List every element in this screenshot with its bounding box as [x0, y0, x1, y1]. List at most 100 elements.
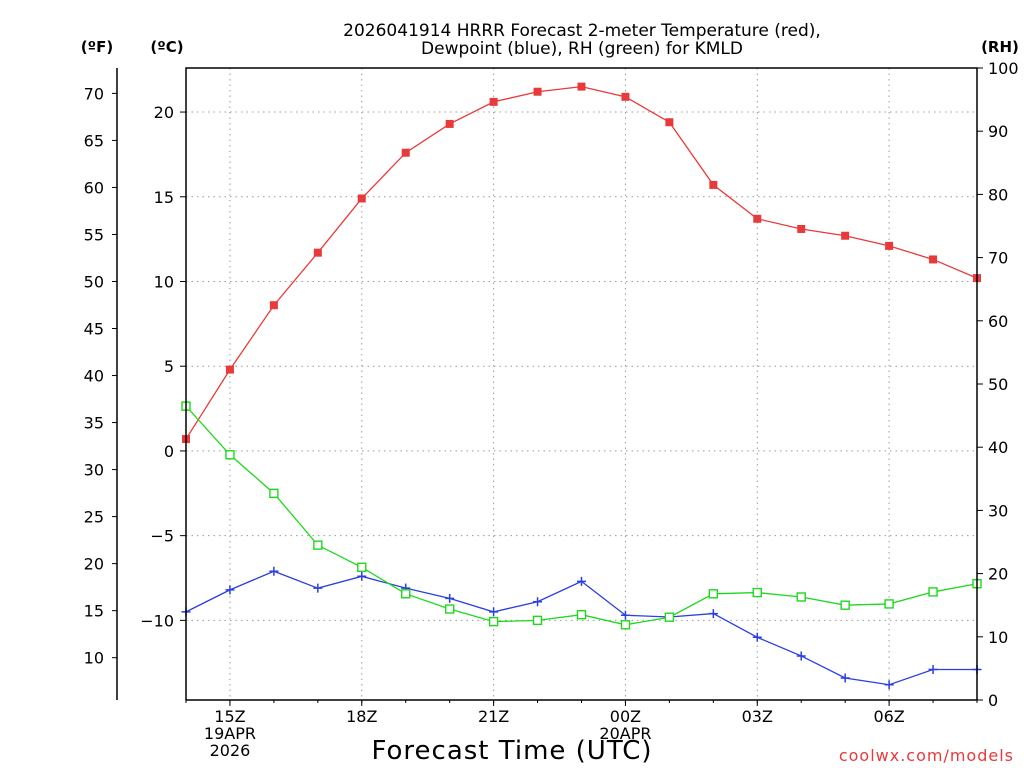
rh-tick-label: 30	[988, 501, 1008, 520]
fahrenheit-tick-label: 10	[84, 649, 104, 668]
celsius-tick-label: 10	[154, 272, 174, 291]
rh-point	[576, 609, 587, 620]
rh-point	[488, 616, 499, 627]
rh-axis: 0 10 20 30 40 50 60 70 80 90 100	[977, 59, 1019, 710]
time-tick-label: 15Z	[214, 707, 245, 726]
series-layer	[181, 82, 982, 690]
rh-point	[269, 488, 279, 499]
rh-tick-label: 50	[988, 375, 1008, 394]
time-tick-label: 00Z	[610, 707, 641, 726]
temperature-line	[185, 85, 978, 440]
dewpoint-point	[225, 585, 235, 595]
temperature-point	[225, 365, 234, 374]
temperature-point	[313, 248, 322, 257]
fahrenheit-tick-label: 25	[84, 508, 104, 527]
temperature-point	[885, 241, 894, 250]
temperature-point	[489, 97, 498, 106]
rh-tick-label: 70	[988, 249, 1008, 268]
plot-frame	[185, 67, 978, 701]
fahrenheit-tick-label: 35	[84, 414, 104, 433]
rh-point	[928, 587, 938, 597]
rh-series	[181, 401, 982, 630]
temperature-point	[709, 180, 718, 189]
dewpoint-point	[840, 673, 850, 683]
celsius-tick-label: −5	[150, 527, 174, 546]
fahrenheit-tick-label: 65	[84, 131, 104, 150]
dewpoint-point	[357, 571, 367, 581]
rh-line	[185, 405, 978, 626]
x-axis-label: Forecast Time (UTC)	[371, 736, 652, 766]
dewpoint-series	[181, 566, 982, 690]
temperature-point	[621, 92, 630, 101]
dewpoint-point	[928, 665, 938, 675]
time-tick-label: 06Z	[873, 707, 904, 726]
rh-point	[708, 589, 719, 599]
celsius-tick-label: 15	[154, 188, 174, 207]
fahrenheit-tick-label: 15	[84, 602, 104, 621]
grid	[186, 68, 977, 700]
fahrenheit-axis-unit: (ºF)	[81, 38, 113, 56]
rh-tick-label: 100	[988, 59, 1019, 78]
temperature-point	[445, 119, 454, 128]
temperature-point	[753, 214, 762, 223]
celsius-axis-unit: (ºC)	[150, 38, 183, 56]
dewpoint-point	[752, 632, 762, 642]
fahrenheit-tick-label: 70	[84, 84, 104, 103]
temperature-point	[357, 194, 366, 203]
temperature-point	[577, 82, 586, 91]
dewpoint-point	[269, 566, 279, 576]
rh-tick-label: 40	[988, 438, 1008, 457]
dewpoint-point	[445, 593, 455, 603]
rh-point	[357, 562, 367, 572]
temperature-point	[797, 224, 806, 233]
rh-point	[884, 599, 894, 609]
time-tick-label: 19APR	[204, 724, 256, 743]
rh-point	[620, 620, 631, 630]
temperature-point	[533, 87, 542, 96]
temperature-point	[269, 301, 278, 310]
rh-axis-unit: (RH)	[981, 38, 1019, 56]
rh-tick-label: 0	[988, 691, 998, 710]
celsius-tick-label: 0	[164, 442, 174, 461]
celsius-tick-label: 20	[154, 103, 174, 122]
dewpoint-point	[796, 651, 806, 661]
rh-point	[313, 540, 323, 550]
celsius-tick-label: −10	[140, 611, 174, 630]
fahrenheit-tick-label: 55	[84, 225, 104, 244]
temperature-point	[401, 148, 410, 157]
dewpoint-point	[313, 583, 323, 593]
time-tick-label: 2026	[210, 741, 251, 760]
rh-point	[532, 615, 543, 626]
temperature-point	[665, 118, 674, 127]
time-tick-label: 03Z	[742, 707, 773, 726]
rh-point	[796, 592, 806, 602]
temperature-point	[841, 231, 850, 240]
time-tick-label: 18Z	[346, 707, 377, 726]
rh-tick-label: 90	[988, 122, 1008, 141]
fahrenheit-tick-label: 45	[84, 320, 104, 339]
rh-tick-label: 20	[988, 565, 1008, 584]
dewpoint-point	[884, 680, 894, 690]
dewpoint-line	[185, 570, 977, 686]
time-tick-label: 21Z	[478, 707, 509, 726]
fahrenheit-tick-label: 50	[84, 272, 104, 291]
rh-point	[664, 612, 675, 622]
dewpoint-point	[620, 610, 630, 620]
chart-title-line2: Dewpoint (blue), RH (green) for KMLD	[421, 39, 743, 59]
temperature-point	[929, 255, 938, 264]
rh-tick-label: 10	[988, 628, 1008, 647]
fahrenheit-tick-label: 20	[84, 555, 104, 574]
rh-point	[225, 450, 235, 460]
rh-point	[752, 587, 762, 598]
dewpoint-point	[533, 597, 543, 607]
fahrenheit-tick-label: 60	[84, 178, 104, 197]
dewpoint-point	[577, 576, 586, 586]
rh-tick-label: 80	[988, 185, 1008, 204]
rh-point	[840, 600, 850, 610]
fahrenheit-tick-label: 30	[84, 461, 104, 480]
time-tick-label: 20APR	[599, 724, 651, 743]
dewpoint-point	[489, 607, 499, 617]
celsius-tick-label: 5	[164, 357, 174, 376]
celsius-axis: 20 15 10 5 0 −5 −10	[140, 103, 186, 630]
